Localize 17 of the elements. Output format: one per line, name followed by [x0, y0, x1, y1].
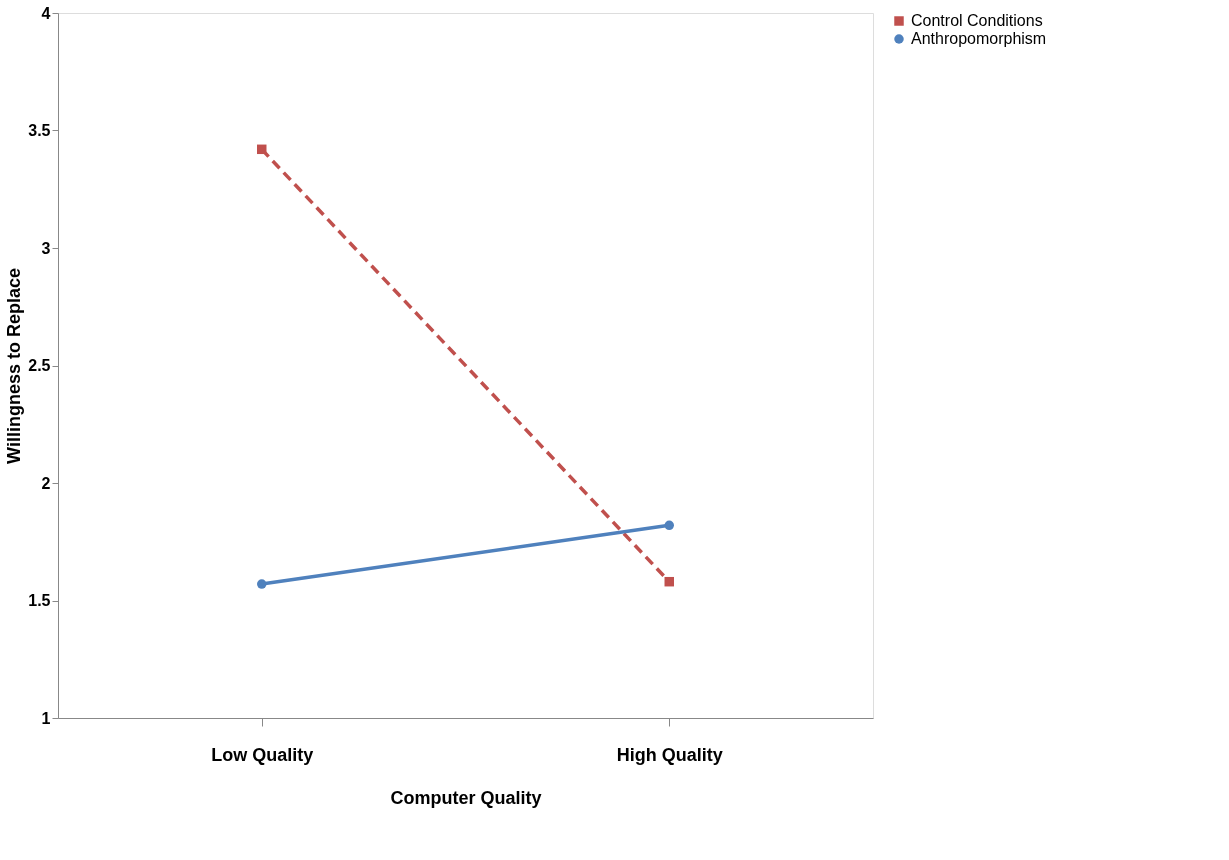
x-tick-label: High Quality: [616, 744, 723, 765]
legend-label: Control Conditions: [911, 12, 1043, 29]
y-tick-label: 2: [41, 474, 51, 492]
point: [664, 520, 674, 531]
y-tick-label: 3: [41, 239, 51, 257]
x-axis-title: Computer Quality: [390, 787, 542, 808]
point: [257, 144, 267, 155]
point: [257, 579, 267, 589]
y-axis-title: Willingness to Replace: [4, 268, 25, 464]
y-tick-label: 3.5: [28, 122, 51, 139]
y-tick-label: 4: [41, 4, 51, 22]
legend-label: Anthropomorphism: [911, 30, 1047, 47]
point: [664, 576, 674, 587]
x-tick-label: Low Quality: [211, 744, 314, 765]
y-tick-label: 1: [41, 709, 51, 727]
y-tick-label: 2.5: [28, 357, 51, 374]
y-tick-label: 1.5: [28, 592, 51, 609]
